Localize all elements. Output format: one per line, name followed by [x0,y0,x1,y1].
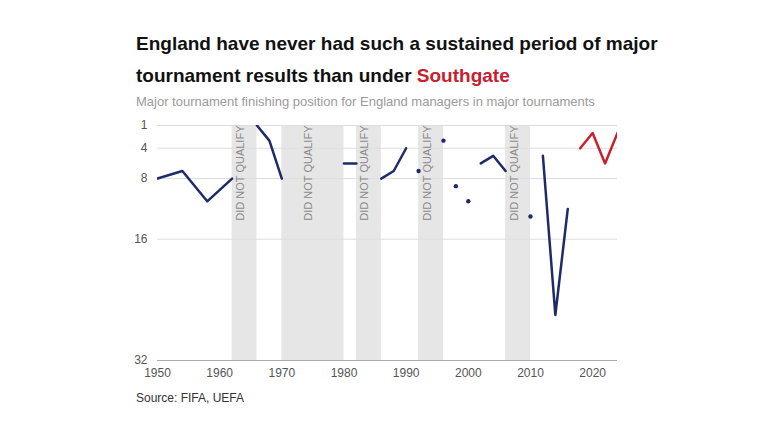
svg-text:1: 1 [141,118,148,132]
svg-text:DID NOT QUALIFY: DID NOT QUALIFY [358,125,370,221]
svg-text:1990: 1990 [393,366,420,380]
svg-text:2010: 2010 [517,366,544,380]
html-text:Source: FIFA, UEFA: Source: FIFA, UEFA [136,391,244,405]
svg-text:4: 4 [141,141,148,155]
svg-text:DID NOT QUALIFY: DID NOT QUALIFY [234,125,246,221]
svg-text:2020: 2020 [579,366,606,380]
svg-text:16: 16 [134,232,148,246]
html-text:England have never had such a: England have never had such a sustained … [136,33,658,86]
svg-text:DID NOT QUALIFY: DID NOT QUALIFY [508,125,520,221]
svg-text:2000: 2000 [455,366,482,380]
svg-text:1970: 1970 [268,366,295,380]
svg-text:1960: 1960 [206,366,233,380]
svg-text:DID NOT QUALIFY: DID NOT QUALIFY [302,125,314,221]
svg-text:8: 8 [141,171,148,185]
svg-text:1980: 1980 [331,366,358,380]
svg-text:1950: 1950 [144,366,171,380]
svg-text:32: 32 [134,353,148,368]
svg-text:DID NOT QUALIFY: DID NOT QUALIFY [421,125,433,221]
html-text:Major tournament finishing pos: Major tournament finishing position for … [136,94,595,109]
